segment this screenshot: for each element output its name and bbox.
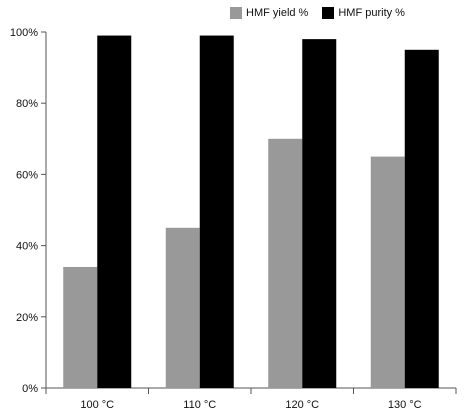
bar-yield [63,266,98,388]
y-tick-label: 60% [16,169,38,181]
legend-label-purity: HMF purity % [338,7,405,19]
legend-item-yield: HMF yield % [230,7,308,19]
x-tick-label: 120 °C [285,399,319,411]
x-tick-label: 100 °C [80,399,114,411]
legend: HMF yield % HMF purity % [230,7,405,19]
bar-yield [370,156,405,388]
plot-area: 0% 20% 40% 60% 80% 100% 100 °C 110 °C 120 °C 130 … [10,27,457,411]
legend-label-yield: HMF yield % [246,7,309,19]
bar-purity [199,35,234,389]
y-tick-label: 0% [22,383,38,395]
bar-yield [165,227,200,388]
legend-swatch-purity [322,7,335,19]
bar-purity [97,35,132,389]
legend-item-purity: HMF purity % [322,7,405,19]
bar-yield [268,138,303,388]
x-tick-label: 130 °C [388,399,422,411]
y-tick-label: 80% [16,98,38,110]
y-tick-label: 20% [16,312,38,324]
bar-purity [404,49,439,389]
y-tick-label: 100% [10,27,38,39]
x-tick-label: 110 °C [183,399,216,411]
bar-purity [302,39,337,389]
y-tick-label: 40% [16,241,38,253]
legend-swatch-yield [230,7,242,19]
